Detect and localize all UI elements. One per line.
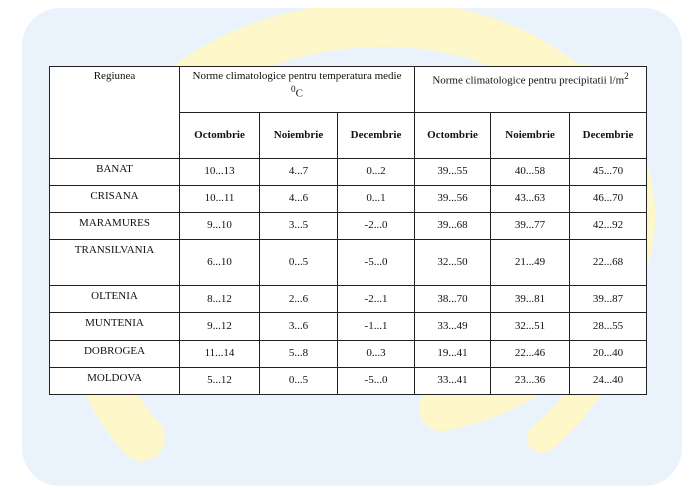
value-cell: 46...70	[569, 184, 648, 213]
value-cell: 4...7	[259, 157, 338, 186]
table-row: OLTENIA 8...12 2...6 -2...1 38...70 39...81 39…	[49, 285, 648, 314]
table-body: BANAT 10...13 4...7 0...2 39...55 40...58 45..…	[49, 157, 648, 396]
value-cell: -2...1	[336, 285, 416, 314]
table-row: DOBROGEA 11...14 5...8 0...3 19...41 22...46 2…	[49, 339, 648, 368]
value-cell: 33...49	[414, 312, 492, 341]
header-temperature-text: Norme climatologice pentru temperatura m…	[192, 70, 402, 82]
header-row-months: Octombrie Noiembrie Decembrie Octombrie …	[50, 112, 648, 159]
region-cell: CRISANA	[49, 184, 180, 213]
value-cell: 10...13	[179, 157, 260, 186]
value-cell: 22...46	[490, 339, 571, 368]
header-precipitation-group: Norme climatologice pentru precipitatii …	[414, 65, 648, 114]
header-temperature-unit: 0C	[182, 83, 412, 101]
value-cell: 0...3	[336, 339, 416, 368]
value-cell: 22...68	[569, 239, 648, 287]
value-cell: 20...40	[569, 339, 648, 368]
header-temperature-group: Norme climatologice pentru temperatura m…	[178, 65, 416, 114]
value-cell: 39...77	[490, 211, 571, 241]
value-cell: 23...36	[490, 366, 571, 396]
value-cell: 10...11	[179, 184, 260, 213]
header-region: Regiunea	[49, 66, 180, 159]
table-row: CRISANA 10...11 4...6 0...1 39...56 43...63 46…	[49, 184, 648, 213]
value-cell: 42...92	[569, 211, 648, 241]
value-cell: 21...49	[490, 239, 571, 287]
value-cell: 6...10	[179, 239, 260, 287]
value-cell: 4...6	[259, 184, 338, 213]
value-cell: 5...8	[259, 339, 338, 368]
value-cell: 2...6	[259, 285, 338, 314]
value-cell: 0...5	[259, 239, 338, 287]
square-sup: 2	[624, 71, 629, 81]
value-cell: 39...56	[414, 184, 492, 213]
value-cell: 11...14	[179, 339, 260, 368]
table-row: MUNTENIA 9...12 3...6 -1...1 33...49 32...51 2…	[49, 312, 648, 341]
climate-norms-table: Regiunea Norme climatologice pentru temp…	[49, 65, 648, 396]
value-cell: 3...6	[259, 312, 338, 341]
degree-sup: 0	[291, 84, 296, 94]
region-cell: MOLDOVA	[49, 366, 180, 396]
value-cell: -1...1	[336, 312, 416, 341]
value-cell: 32...50	[414, 239, 492, 287]
value-cell: 9...10	[179, 211, 260, 241]
month-header: Decembrie	[569, 112, 648, 159]
region-cell: MUNTENIA	[49, 312, 180, 341]
value-cell: 45...70	[569, 157, 648, 186]
value-cell: 39...68	[414, 211, 492, 241]
value-cell: 8...12	[179, 285, 260, 314]
month-header: Noiembrie	[490, 112, 571, 159]
value-cell: 0...2	[336, 157, 416, 186]
value-cell: 40...58	[490, 157, 571, 186]
header-row-groups: Regiunea Norme climatologice pentru temp…	[49, 65, 648, 159]
region-cell: OLTENIA	[49, 285, 180, 314]
month-header: Decembrie	[336, 112, 416, 159]
region-cell: DOBROGEA	[49, 339, 180, 368]
value-cell: 39...87	[569, 285, 648, 314]
region-cell: MARAMURES	[49, 211, 180, 241]
value-cell: 43...63	[490, 184, 571, 213]
table-row: MOLDOVA 5...12 0...5 -5...0 33...41 23...36 24…	[49, 366, 648, 396]
value-cell: 32...51	[490, 312, 571, 341]
value-cell: 24...40	[569, 366, 648, 396]
value-cell: 5...12	[179, 366, 260, 396]
month-header: Octombrie	[179, 112, 260, 159]
table-row: TRANSILVANIA 6...10 0...5 -5...0 32...50 21..…	[49, 239, 648, 287]
value-cell: 28...55	[569, 312, 648, 341]
value-cell: -5...0	[336, 239, 416, 287]
table-row: BANAT 10...13 4...7 0...2 39...55 40...58 45..…	[49, 157, 648, 186]
value-cell: 3...5	[259, 211, 338, 241]
value-cell: 39...55	[414, 157, 492, 186]
value-cell: 0...5	[259, 366, 338, 396]
month-header: Octombrie	[414, 112, 492, 159]
table-row: MARAMURES 9...10 3...5 -2...0 39...68 39...77…	[49, 211, 648, 241]
region-cell: TRANSILVANIA	[49, 239, 180, 287]
value-cell: 33...41	[414, 366, 492, 396]
celsius-label: C	[295, 87, 303, 100]
value-cell: 0...1	[336, 184, 416, 213]
value-cell: 9...12	[179, 312, 260, 341]
month-header: Noiembrie	[259, 112, 338, 159]
value-cell: 39...81	[490, 285, 571, 314]
value-cell: 19...41	[414, 339, 492, 368]
region-cell: BANAT	[49, 157, 180, 186]
header-precipitation-text: Norme climatologice pentru precipitatii …	[432, 74, 625, 87]
value-cell: -2...0	[336, 211, 416, 241]
value-cell: 38...70	[414, 285, 492, 314]
value-cell: -5...0	[336, 366, 416, 396]
